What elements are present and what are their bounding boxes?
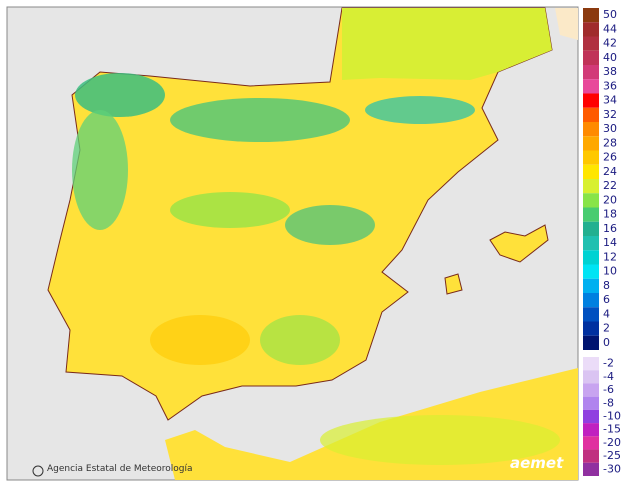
legend-swatch — [583, 321, 599, 336]
legend-label: 10 — [603, 265, 617, 278]
legend-swatch — [583, 383, 599, 397]
cool-area — [75, 73, 165, 117]
legend-label: 4 — [603, 307, 610, 320]
legend-label: -25 — [603, 449, 621, 462]
island — [489, 224, 549, 263]
island — [444, 273, 463, 295]
legend-label: -20 — [603, 436, 621, 449]
mild-area — [320, 415, 560, 465]
legend-swatch — [583, 50, 599, 65]
legend-label: 24 — [603, 165, 617, 178]
legend-swatch — [583, 193, 599, 208]
logo: aemet — [510, 454, 564, 472]
legend-swatch — [583, 207, 599, 222]
mild-area — [170, 192, 290, 228]
legend-label: 40 — [603, 51, 617, 64]
legend-label: 12 — [603, 250, 617, 263]
land-shade — [342, 8, 552, 80]
legend-label: -6 — [603, 383, 614, 396]
legend-swatch — [583, 436, 599, 450]
legend-swatch — [583, 236, 599, 251]
legend-label: -8 — [603, 396, 614, 409]
legend-swatch — [583, 250, 599, 265]
warm-area — [150, 315, 250, 365]
legend-swatch — [583, 179, 599, 194]
cool-area — [72, 110, 128, 230]
legend-label: 2 — [603, 322, 610, 335]
legend-label: 28 — [603, 136, 617, 149]
cool-area — [285, 205, 375, 245]
mild-area — [260, 315, 340, 365]
legend-label: 20 — [603, 193, 617, 206]
legend: 5044424038363432302826242220181614121086… — [583, 8, 621, 476]
legend-swatch — [583, 107, 599, 122]
legend-swatch — [583, 396, 599, 410]
legend-label: 18 — [603, 208, 617, 221]
credit-icon — [32, 465, 44, 477]
legend-swatch — [583, 462, 599, 476]
legend-label: 22 — [603, 179, 617, 192]
legend-label: 26 — [603, 151, 617, 164]
legend-swatch — [583, 357, 599, 371]
legend-swatch — [583, 136, 599, 151]
legend-swatch — [583, 278, 599, 293]
legend-swatch — [583, 150, 599, 165]
legend-label: 42 — [603, 37, 617, 50]
legend-label: 36 — [603, 79, 617, 92]
legend-label: 34 — [603, 94, 617, 107]
land — [555, 8, 578, 40]
legend-label: -4 — [603, 370, 614, 383]
legend-label: 8 — [603, 279, 610, 292]
cool-area — [170, 98, 350, 142]
legend-label: 30 — [603, 122, 617, 135]
legend-label: 38 — [603, 65, 617, 78]
legend-swatch — [583, 164, 599, 179]
legend-swatch — [583, 307, 599, 322]
legend-swatch — [583, 409, 599, 424]
legend-label: 0 — [603, 336, 610, 349]
credit: Agencia Estatal de Meteorología — [47, 464, 193, 474]
legend-label: -30 — [603, 462, 621, 475]
legend-label: 44 — [603, 22, 617, 35]
legend-label: 50 — [603, 8, 617, 21]
legend-label: -10 — [603, 410, 621, 423]
legend-swatch — [583, 22, 599, 37]
legend-swatch — [583, 122, 599, 137]
legend-label: 16 — [603, 222, 617, 235]
legend-swatch — [583, 293, 599, 308]
legend-label: -2 — [603, 357, 614, 370]
legend-label: 6 — [603, 293, 610, 306]
legend-swatch — [583, 79, 599, 94]
legend-swatch — [583, 93, 599, 108]
legend-swatch — [583, 423, 599, 437]
legend-swatch — [583, 36, 599, 51]
legend-label: 32 — [603, 108, 617, 121]
legend-swatch — [583, 370, 599, 384]
legend-swatch — [583, 335, 599, 350]
legend-label: 14 — [603, 236, 617, 249]
legend-swatch — [583, 449, 599, 463]
legend-swatch — [583, 264, 599, 279]
legend-swatch — [583, 221, 599, 236]
legend-label: -15 — [603, 423, 621, 436]
legend-swatch — [583, 8, 599, 23]
legend-swatch — [583, 65, 599, 80]
cool-area — [365, 96, 475, 124]
